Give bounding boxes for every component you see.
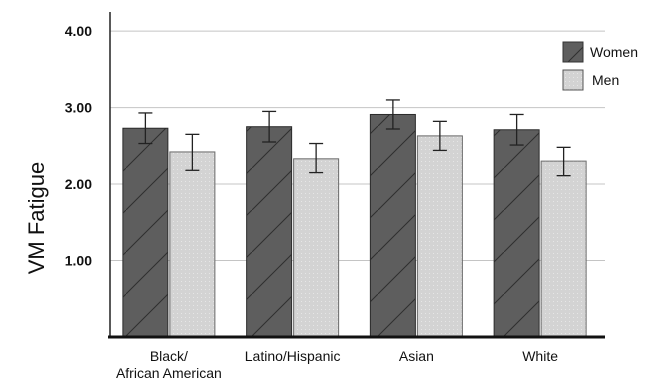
bar-men	[293, 158, 340, 338]
legend-label-women: Women	[590, 44, 638, 60]
axes	[108, 12, 605, 339]
x-category-label: Asian	[399, 348, 434, 364]
bar-women	[369, 113, 416, 338]
bar-men	[540, 160, 587, 338]
y-tick-label: 1.00	[65, 253, 92, 269]
y-axis-title: VM Fatigue	[24, 162, 49, 275]
bars	[122, 113, 587, 338]
legend-swatch-men	[562, 69, 584, 91]
bar-women	[493, 129, 540, 338]
bar-women	[122, 127, 169, 338]
x-category-label: African American	[116, 365, 222, 379]
x-category-label: Latino/Hispanic	[245, 348, 341, 364]
bar-women	[246, 126, 293, 338]
y-tick-label: 2.00	[65, 176, 92, 192]
x-category-label: Black/	[150, 348, 188, 364]
legend-label-men: Men	[592, 72, 619, 88]
legend: Women Men	[562, 41, 638, 91]
x-category-labels: Black/African American Latino/Hispanic Asi…	[116, 348, 558, 379]
y-tick-labels: 1.00 2.00 3.00 4.00	[65, 23, 92, 268]
bar-men	[416, 135, 463, 338]
x-category-label: White	[522, 348, 558, 364]
bar-men	[169, 151, 216, 338]
legend-swatch-women	[562, 41, 584, 63]
y-tick-label: 3.00	[65, 100, 92, 116]
error-bars	[138, 99, 571, 177]
y-tick-label: 4.00	[65, 23, 92, 39]
